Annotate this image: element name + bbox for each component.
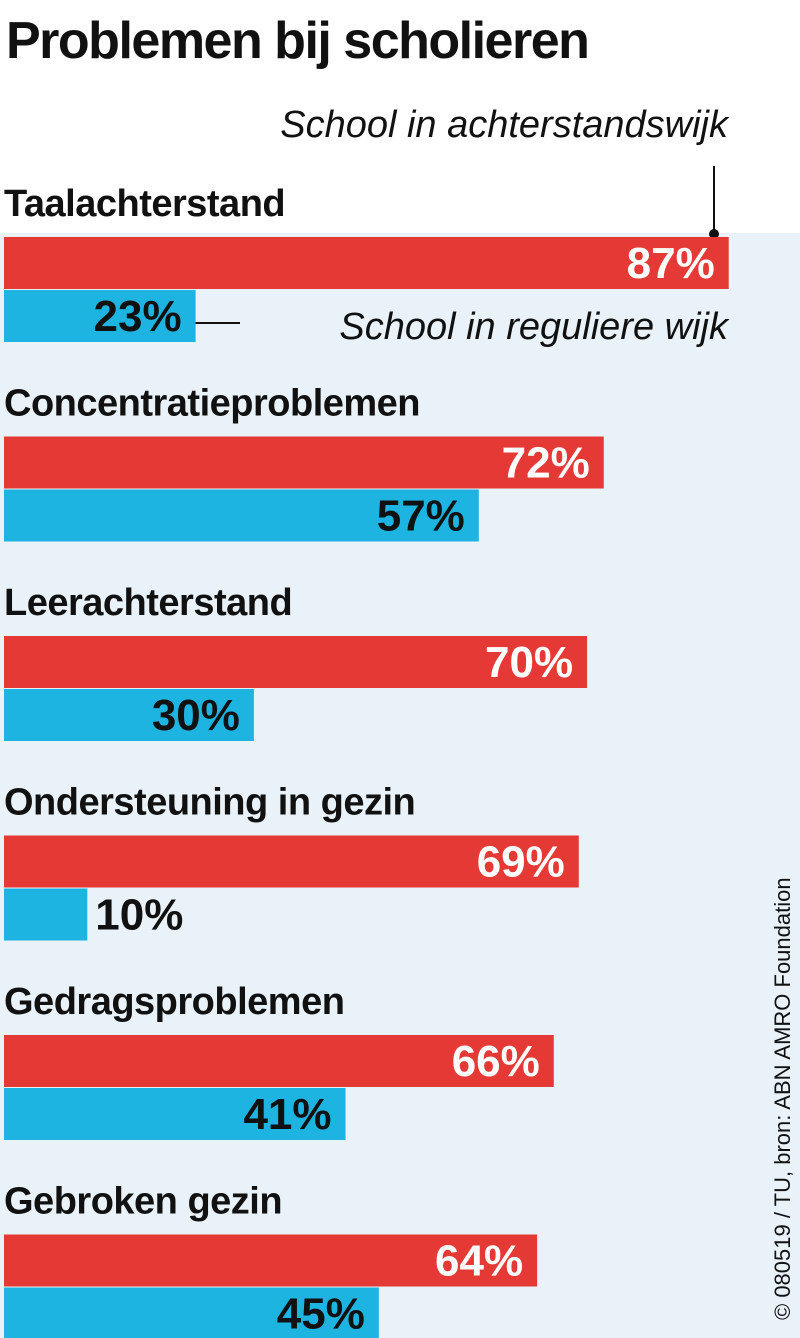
bar-achterstandswijk xyxy=(4,237,729,289)
bar-reguliere-wijk xyxy=(4,1088,346,1140)
category-label: Leerachterstand xyxy=(4,582,292,624)
value-label-reguliere-wijk: 41% xyxy=(243,1090,331,1139)
value-label-reguliere-wijk: 23% xyxy=(94,292,182,341)
chart-title: Problemen bij scholieren xyxy=(6,12,590,70)
category-label: Gebroken gezin xyxy=(4,1181,282,1223)
value-label-achterstandswijk: 69% xyxy=(477,838,565,887)
value-label-reguliere-wijk: 30% xyxy=(152,691,240,740)
value-label-reguliere-wijk: 57% xyxy=(377,492,465,541)
legend-label-reguliere-wijk: School in reguliere wijk xyxy=(339,306,728,348)
category-label: Gedragsproblemen xyxy=(4,981,344,1023)
bar-achterstandswijk xyxy=(4,636,588,688)
value-label-achterstandswijk: 64% xyxy=(435,1237,523,1286)
bars-group: Taalachterstand 87% 23% Concentratieproblem… xyxy=(4,183,729,1338)
category-label: Ondersteuning in gezin xyxy=(4,782,415,824)
bar-achterstandswijk xyxy=(4,436,604,489)
legend-label-achterstandswijk: School in achterstandswijk xyxy=(280,104,728,146)
bar-reguliere-wijk xyxy=(4,888,88,941)
value-label-achterstandswijk: 66% xyxy=(452,1037,540,1086)
bar-reguliere-wijk xyxy=(4,290,196,342)
bar-achterstandswijk xyxy=(4,1035,554,1087)
leader-dot-red xyxy=(709,229,719,239)
bar-reguliere-wijk xyxy=(4,689,254,741)
value-label-achterstandswijk: 72% xyxy=(502,439,590,488)
source-credit: © 080519 / TU, bron: ABN AMRO Foundation xyxy=(770,877,795,1320)
bar-reguliere-wijk xyxy=(4,489,479,542)
value-label-achterstandswijk: 87% xyxy=(627,239,715,288)
value-label-achterstandswijk: 70% xyxy=(485,638,573,687)
bar-achterstandswijk xyxy=(4,1234,538,1287)
category-label: Taalachterstand xyxy=(4,183,285,225)
value-label-reguliere-wijk: 10% xyxy=(95,891,183,940)
value-label-reguliere-wijk: 45% xyxy=(277,1290,365,1338)
bar-achterstandswijk xyxy=(4,835,579,888)
category-label: Concentratieproblemen xyxy=(4,383,420,425)
chart-background xyxy=(0,233,800,1338)
bar-reguliere-wijk xyxy=(4,1287,379,1338)
